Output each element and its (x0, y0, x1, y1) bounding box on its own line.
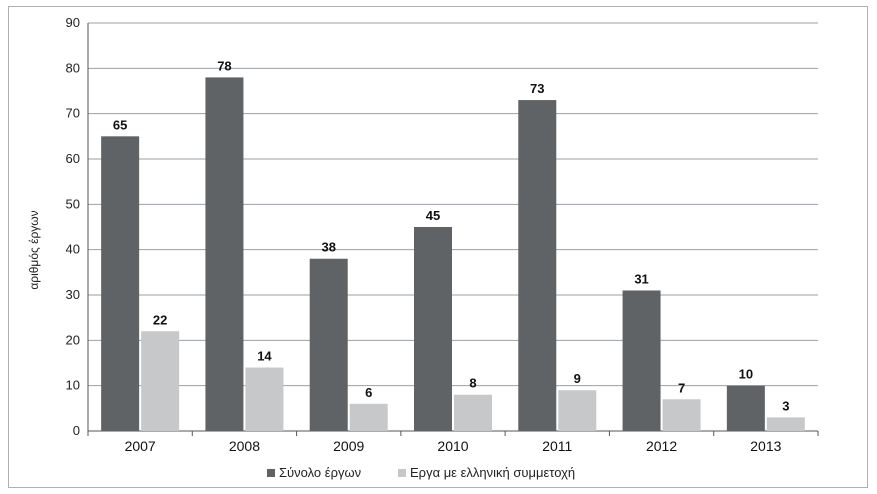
legend-swatch-greek-participation (398, 469, 406, 477)
x-tick-label: 2012 (646, 438, 677, 454)
data-label-greek-participation-2012: 7 (678, 380, 685, 395)
data-label-total-2013: 10 (739, 367, 753, 382)
bar-total-2011 (518, 100, 557, 432)
data-label-greek-participation-2011: 9 (574, 371, 581, 386)
x-tick-label: 2011 (542, 438, 572, 454)
bar-total-2008 (205, 77, 244, 432)
bar-total-2009 (309, 258, 348, 431)
data-label-greek-participation-2009: 6 (365, 385, 372, 400)
y-tick-label: 90 (66, 15, 80, 30)
gridlines (88, 22, 818, 387)
x-tick-label: 2007 (125, 438, 156, 454)
legend-label-total: Σύνολο έργων (279, 465, 361, 480)
bar-greek-participation-2007 (141, 331, 180, 431)
y-tick-label: 20 (66, 332, 80, 347)
data-label-total-2009: 38 (321, 240, 335, 255)
bar-greek-participation-2012 (662, 399, 701, 431)
x-tick-label: 2013 (750, 438, 781, 454)
y-tick-label: 50 (66, 196, 80, 211)
y-tick-label: 30 (66, 287, 80, 302)
y-tick-label: 40 (66, 242, 80, 257)
bar-greek-participation-2009 (349, 403, 388, 431)
x-tick-label: 2009 (333, 438, 364, 454)
data-label-greek-participation-2008: 14 (257, 349, 272, 364)
data-label-total-2011: 73 (530, 81, 544, 96)
data-label-total-2012: 31 (634, 271, 648, 286)
data-label-total-2010: 45 (426, 208, 440, 223)
data-label-greek-participation-2010: 8 (469, 376, 476, 391)
legend-label-greek-participation: Εργα με ελληνική συμμετοχή (410, 465, 575, 480)
legend: Σύνολο έργων Εργα με ελληνική συμμετοχή (267, 465, 575, 480)
y-tick-label: 0 (73, 423, 80, 438)
y-tick-label: 80 (66, 60, 80, 75)
y-tick-label: 60 (66, 151, 80, 166)
bar-total-2010 (414, 227, 452, 431)
bar-greek-participation-2010 (454, 394, 492, 431)
data-label-total-2008: 78 (217, 58, 231, 73)
bar-total-2013 (726, 385, 765, 431)
bar-greek-participation-2008 (245, 367, 284, 431)
bar-greek-participation-2011 (558, 390, 597, 431)
bar-greek-participation-2013 (766, 417, 805, 431)
data-label-greek-participation-2013: 3 (782, 398, 789, 413)
bar-total-2007 (101, 136, 140, 432)
data-label-total-2007: 65 (113, 117, 127, 132)
y-axis-ticks: 0 10 20 30 40 50 60 70 80 90 (66, 15, 80, 438)
data-labels: 65 22 78 14 38 6 45 8 73 9 31 7 10 3 (113, 58, 790, 413)
data-label-greek-participation-2007: 22 (153, 312, 167, 327)
legend-swatch-total (267, 469, 275, 477)
bar-total-2012 (622, 290, 661, 431)
x-tick-label: 2010 (437, 438, 468, 454)
y-axis-title: αριθμός έργων (27, 210, 41, 289)
y-tick-label: 70 (66, 106, 80, 121)
y-tick-label: 10 (66, 378, 80, 393)
bars (101, 77, 805, 432)
x-tick-label: 2008 (229, 438, 260, 454)
x-axis-ticks: 2007 2008 2009 2010 2011 2012 2013 (87, 431, 819, 454)
